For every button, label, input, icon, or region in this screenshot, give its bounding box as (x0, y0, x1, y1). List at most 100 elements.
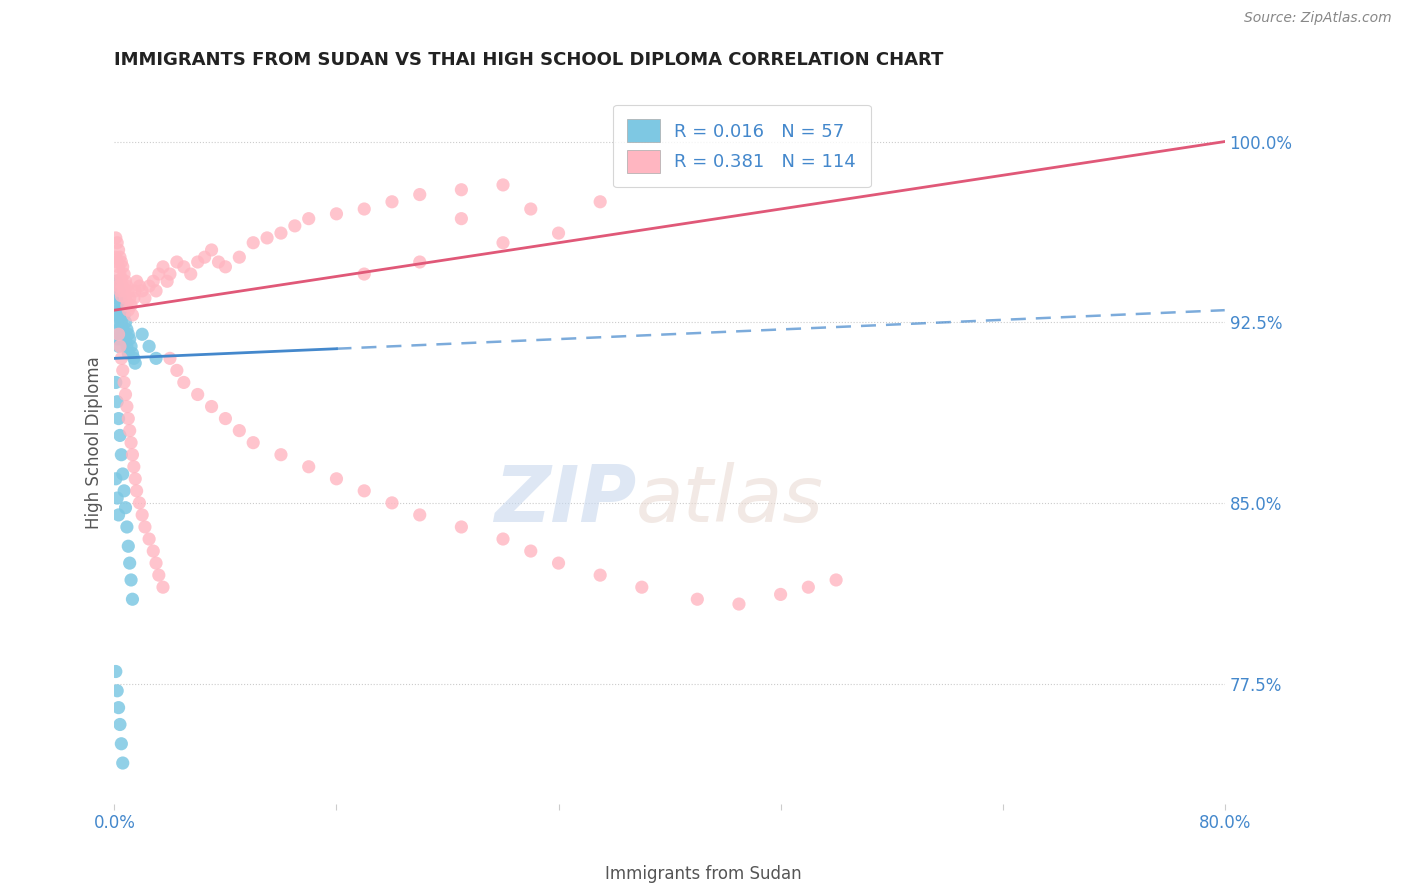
Point (105, 332, 128, 346)
Point (256, 231, 278, 245)
Point (105, 491, 128, 505)
Point (117, 303, 139, 318)
Point (142, 274, 165, 288)
Point (112, 483, 135, 498)
Point (111, 279, 134, 293)
Point (686, 592, 709, 607)
Point (797, 580, 820, 594)
Text: Source: ZipAtlas.com: Source: ZipAtlas.com (1244, 12, 1392, 25)
Point (105, 394, 128, 409)
Point (107, 322, 129, 336)
Point (122, 291, 145, 305)
Point (547, 556, 569, 570)
Point (104, 250, 127, 264)
Point (353, 267, 375, 281)
Point (284, 219, 307, 233)
Point (142, 544, 165, 558)
Point (409, 255, 432, 269)
Point (492, 235, 515, 250)
Point (110, 255, 132, 269)
Point (207, 255, 229, 269)
Point (173, 260, 195, 274)
Point (118, 291, 141, 305)
Point (122, 459, 145, 474)
Point (121, 346, 143, 360)
Point (107, 339, 129, 353)
Point (110, 315, 132, 329)
Point (114, 291, 136, 305)
Point (110, 351, 132, 366)
Point (450, 520, 472, 534)
Point (122, 351, 145, 366)
Point (110, 272, 132, 286)
Point (107, 284, 129, 298)
Point (115, 400, 138, 414)
Legend: R = 0.016   N = 57, R = 0.381   N = 114: R = 0.016 N = 57, R = 0.381 N = 114 (613, 105, 870, 187)
Point (108, 327, 131, 342)
Point (138, 532, 160, 546)
Point (108, 428, 131, 442)
Point (107, 260, 129, 274)
Point (114, 315, 136, 329)
Point (105, 298, 128, 312)
Point (110, 737, 132, 751)
Point (118, 424, 141, 438)
Point (118, 556, 141, 570)
Point (520, 544, 543, 558)
Point (148, 568, 170, 582)
Point (547, 226, 569, 240)
Point (187, 255, 209, 269)
Point (200, 400, 222, 414)
Point (112, 284, 135, 298)
Point (107, 411, 129, 425)
Point (228, 424, 250, 438)
Point (145, 556, 167, 570)
Point (108, 284, 131, 298)
Point (111, 303, 134, 318)
Point (270, 226, 292, 240)
Point (180, 267, 202, 281)
Point (104, 472, 127, 486)
Point (138, 339, 160, 353)
Point (104, 291, 127, 305)
Point (114, 387, 136, 401)
Point (104, 376, 127, 390)
Point (120, 339, 142, 353)
Point (105, 315, 128, 329)
Point (108, 250, 131, 264)
Point (450, 183, 472, 197)
Point (325, 207, 347, 221)
Point (589, 194, 612, 209)
Point (107, 327, 129, 342)
Point (120, 573, 142, 587)
Point (128, 279, 150, 293)
Point (114, 274, 136, 288)
Point (117, 539, 139, 553)
Point (353, 483, 375, 498)
Point (115, 298, 138, 312)
Point (173, 376, 195, 390)
Point (108, 717, 131, 731)
Point (409, 508, 432, 522)
Point (148, 267, 170, 281)
Point (104, 274, 127, 288)
Point (409, 187, 432, 202)
Point (110, 296, 132, 310)
Point (124, 356, 146, 370)
Point (117, 411, 139, 425)
Point (152, 580, 174, 594)
Point (630, 580, 652, 594)
Point (131, 327, 153, 342)
Point (111, 363, 134, 377)
Point (118, 332, 141, 346)
Point (769, 587, 792, 601)
Point (105, 279, 128, 293)
Point (270, 448, 292, 462)
Point (131, 284, 153, 298)
Point (325, 472, 347, 486)
Point (117, 284, 139, 298)
Point (121, 308, 143, 322)
Point (120, 435, 142, 450)
Point (125, 483, 148, 498)
Point (298, 459, 321, 474)
